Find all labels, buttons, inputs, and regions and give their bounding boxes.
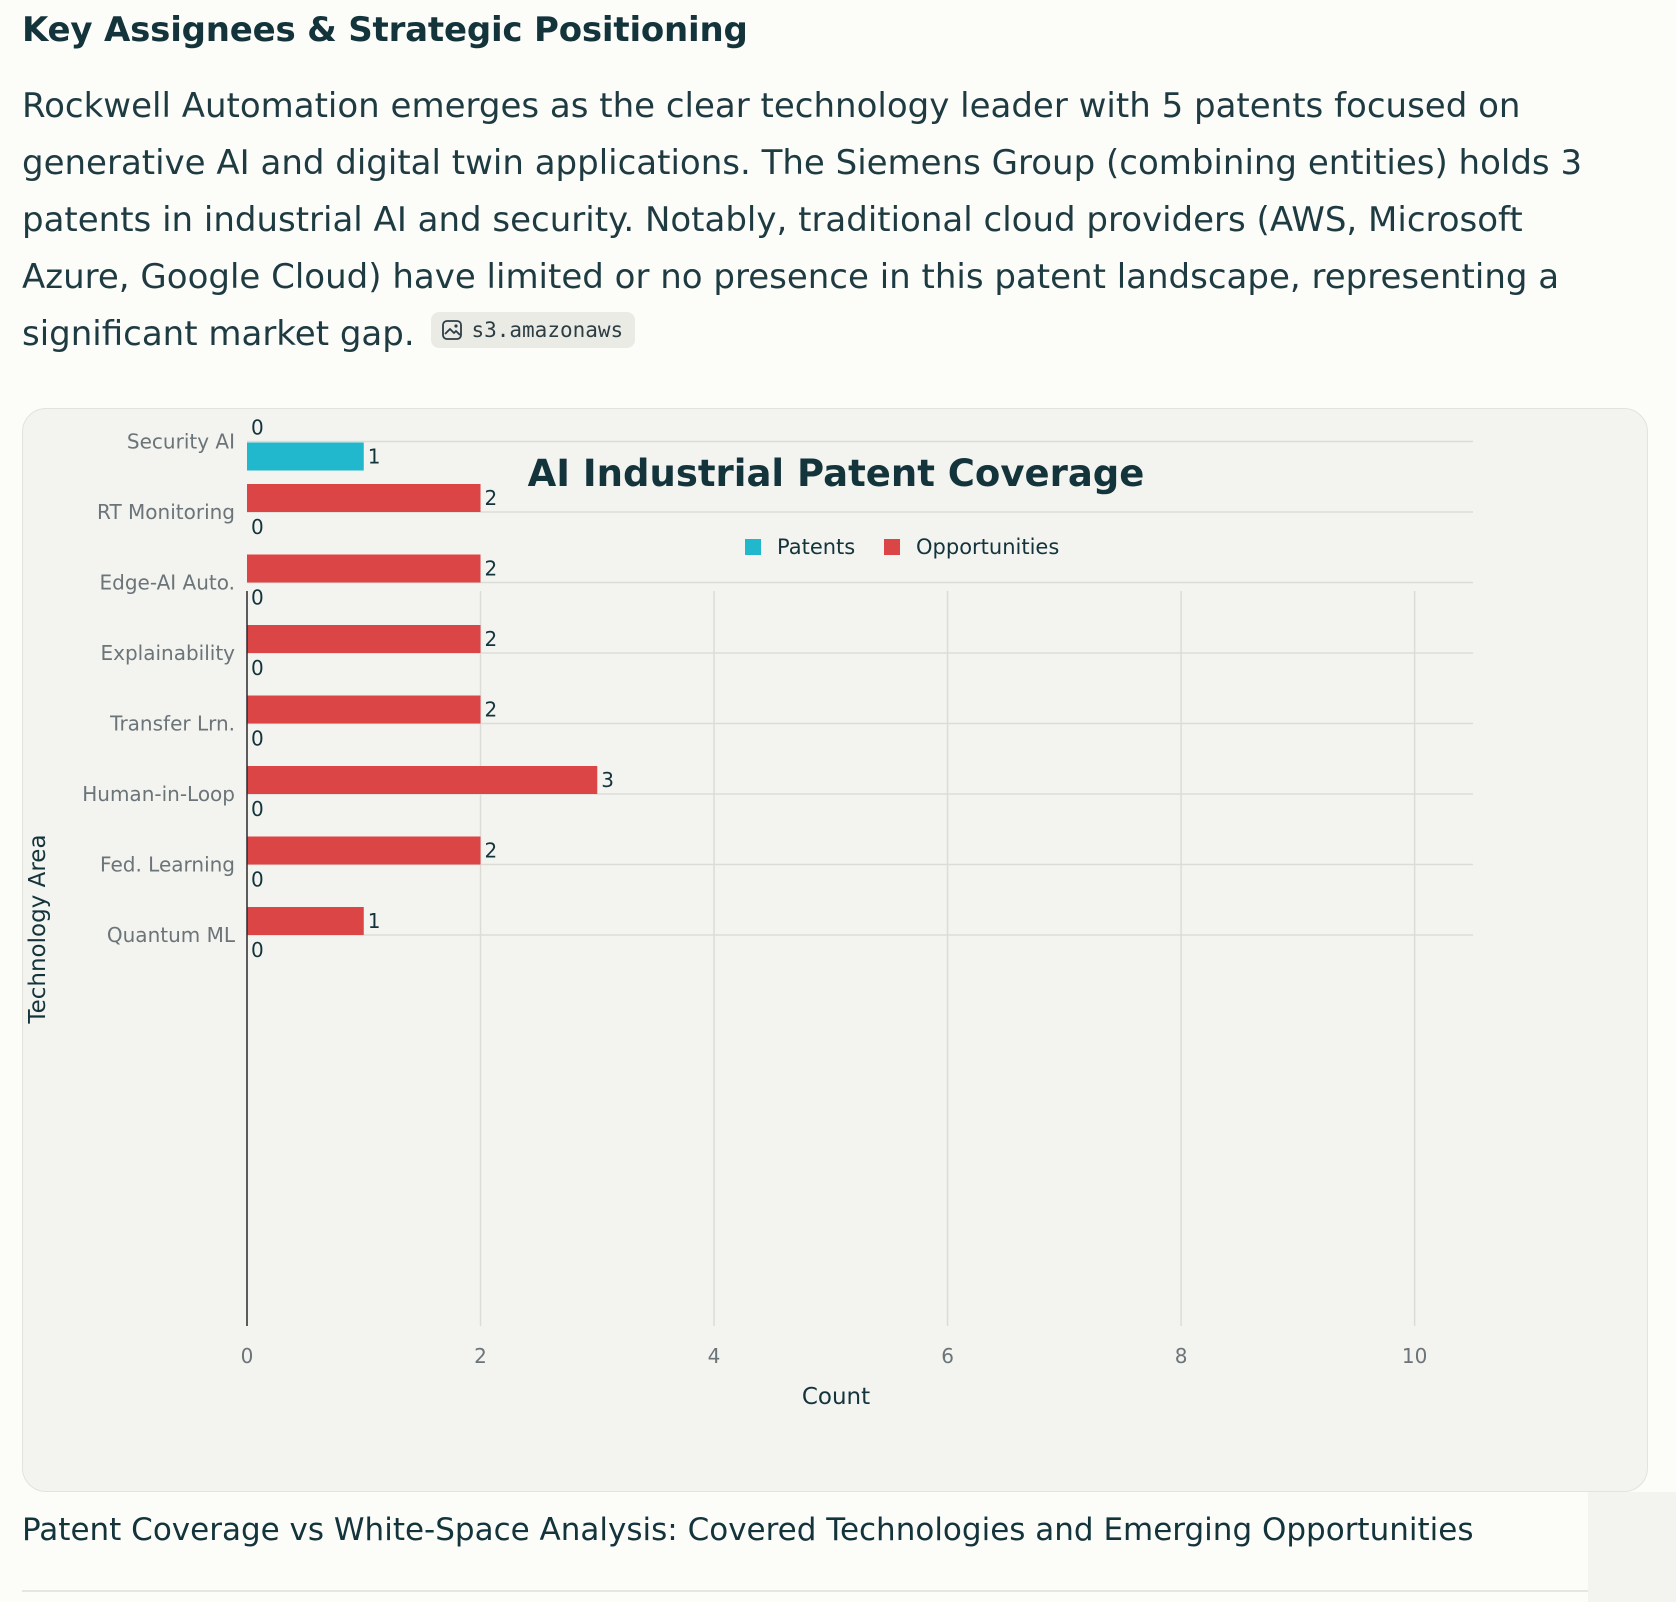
bar-opportunities	[247, 836, 481, 865]
bar-opportunities	[247, 766, 598, 794]
bar-opportunities-label: 0	[251, 416, 264, 440]
bar-patents-label: 0	[251, 586, 264, 610]
bar-patents-label: 0	[251, 727, 264, 751]
y-tick-label: Edge-AI Auto.	[100, 571, 236, 595]
y-tick-label: Explainability	[100, 641, 235, 665]
bar-opportunities-label: 3	[601, 768, 614, 792]
patent-coverage-chart: AI Industrial Patent Coverage Patents Oppo…	[25, 416, 1473, 1410]
x-tick-label: 6	[941, 1344, 954, 1368]
legend-swatch-patents	[745, 539, 761, 555]
legend-label-opportunities: Opportunities	[916, 535, 1059, 559]
bar-opportunities	[247, 484, 481, 512]
x-tick-label: 10	[1402, 1344, 1427, 1368]
chart-caption: Patent Coverage vs White-Space Analysis:…	[22, 1512, 1474, 1548]
bar-patents-label: 0	[251, 515, 264, 539]
bar-opportunities	[247, 907, 364, 935]
bar-opportunities	[247, 625, 481, 653]
bar-patents-label: 0	[251, 938, 264, 962]
y-tick-label: Human-in-Loop	[82, 782, 235, 806]
bar-patents	[247, 442, 364, 471]
bar-opportunities-label: 2	[485, 627, 498, 651]
bar-opportunities-label: 1	[368, 909, 381, 933]
x-tick-label: 2	[474, 1344, 487, 1368]
y-tick-label: Fed. Learning	[100, 853, 235, 877]
bar-opportunities	[247, 554, 481, 583]
y-tick-label: Transfer Lrn.	[109, 712, 235, 736]
bar-opportunities-label: 2	[485, 839, 498, 863]
source-chip[interactable]: s3.amazonaws	[431, 312, 636, 348]
image-icon	[441, 319, 463, 341]
divider	[22, 1590, 1588, 1592]
bar-patents-label: 1	[368, 445, 381, 469]
y-tick-label: RT Monitoring	[97, 500, 235, 524]
bar-patents-label: 0	[251, 656, 264, 680]
side-panel-edge	[1588, 1492, 1676, 1602]
chart-title: AI Industrial Patent Coverage	[528, 452, 1145, 495]
bar-opportunities-label: 2	[485, 486, 498, 510]
section-paragraph: Rockwell Automation emerges as the clear…	[22, 78, 1602, 363]
section-heading: Key Assignees & Strategic Positioning	[22, 10, 748, 50]
bar-patents-label: 0	[251, 868, 264, 892]
chart-card: AI Industrial Patent Coverage Patents Oppo…	[22, 408, 1648, 1492]
y-axis-title: Technology Area	[25, 834, 51, 1024]
bar-opportunities-label: 2	[485, 557, 498, 581]
y-tick-label: Quantum ML	[107, 923, 236, 947]
x-tick-label: 0	[241, 1344, 254, 1368]
legend-swatch-opportunities	[884, 539, 900, 555]
bar-opportunities	[247, 695, 481, 724]
x-axis-title: Count	[802, 1384, 870, 1410]
x-tick-label: 4	[708, 1344, 721, 1368]
x-tick-label: 8	[1175, 1344, 1188, 1368]
source-chip-label: s3.amazonaws	[471, 318, 624, 342]
paragraph-text: Rockwell Automation emerges as the clear…	[22, 86, 1583, 354]
legend-label-patents: Patents	[777, 535, 855, 559]
bar-opportunities-label: 2	[485, 698, 498, 722]
bar-patents-label: 0	[251, 797, 264, 821]
y-tick-label: Security AI	[127, 430, 235, 454]
